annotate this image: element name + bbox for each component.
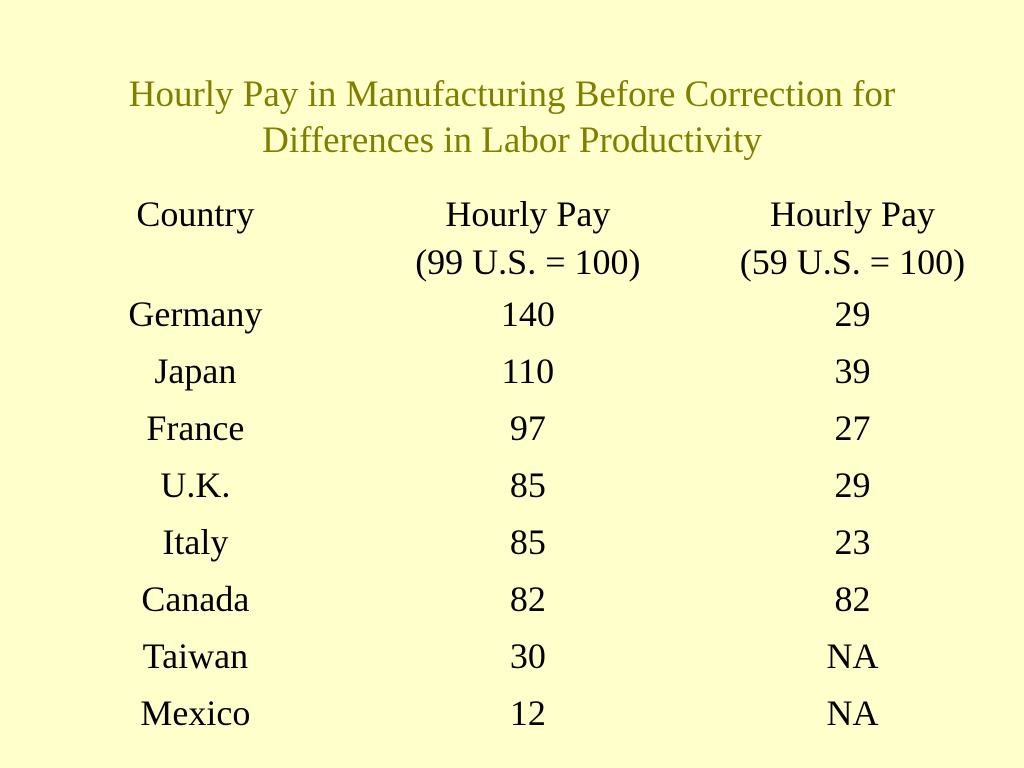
cell-pay-59: 27 [834,408,871,448]
header-country-line-1: Country [136,194,255,234]
cell-country: Taiwan [142,636,249,676]
cell-pay-99: 85 [509,465,546,505]
cell-country: U.K. [160,465,231,505]
cell-pay-59: 23 [834,522,871,562]
cell-pay-59: NA [826,636,879,676]
table-row: U.K. 85 29 [20,461,1020,518]
header-country: Country [20,190,371,290]
table-header: Country Hourly Pay (99 U.S. = 100) Hourl… [20,190,1020,290]
slide-title-line-2: Differences in Labor Productivity [262,120,762,161]
cell-country: Canada [141,579,250,619]
cell-pay-59: 39 [834,351,871,391]
table-row: Mexico 12 NA [20,689,1020,746]
header-hourly-pay-59-line-1: Hourly Pay [769,194,935,234]
header-hourly-pay-99-line-1: Hourly Pay [445,194,611,234]
cell-pay-59: 29 [834,465,871,505]
cell-pay-99: 140 [500,294,555,334]
header-hourly-pay-59: Hourly Pay (59 U.S. = 100) [685,190,1020,290]
header-hourly-pay-99-line-2: (99 U.S. = 100) [415,242,641,282]
table-row: France 97 27 [20,404,1020,461]
cell-country: Germany [128,294,263,334]
slide-title: Hourly Pay in Manufacturing Before Corre… [0,72,1024,164]
table-row: Germany 140 29 [20,290,1020,347]
cell-pay-99: 82 [509,579,546,619]
cell-pay-99: 12 [509,693,546,733]
table-row: Italy 85 23 [20,518,1020,575]
slide-title-line-1: Hourly Pay in Manufacturing Before Corre… [128,74,896,115]
cell-pay-59: NA [826,693,879,733]
table-body: Germany 140 29 Japan 110 39 France 97 27… [20,290,1020,746]
cell-pay-99: 30 [509,636,546,676]
header-hourly-pay-59-line-2: (59 U.S. = 100) [739,242,966,282]
hourly-pay-table: Country Hourly Pay (99 U.S. = 100) Hourl… [20,190,1020,746]
cell-pay-99: 85 [509,522,546,562]
cell-country: Italy [162,522,229,562]
cell-country: Japan [154,351,237,391]
cell-pay-59: 29 [834,294,871,334]
table-header-row: Country Hourly Pay (99 U.S. = 100) Hourl… [20,190,1020,290]
cell-country: France [146,408,245,448]
cell-pay-99: 110 [501,351,555,391]
table-row: Taiwan 30 NA [20,632,1020,689]
table-row: Japan 110 39 [20,347,1020,404]
table-row: Canada 82 82 [20,575,1020,632]
cell-country: Mexico [140,693,251,733]
header-hourly-pay-99: Hourly Pay (99 U.S. = 100) [371,190,685,290]
cell-pay-59: 82 [834,579,871,619]
cell-pay-99: 97 [509,408,546,448]
